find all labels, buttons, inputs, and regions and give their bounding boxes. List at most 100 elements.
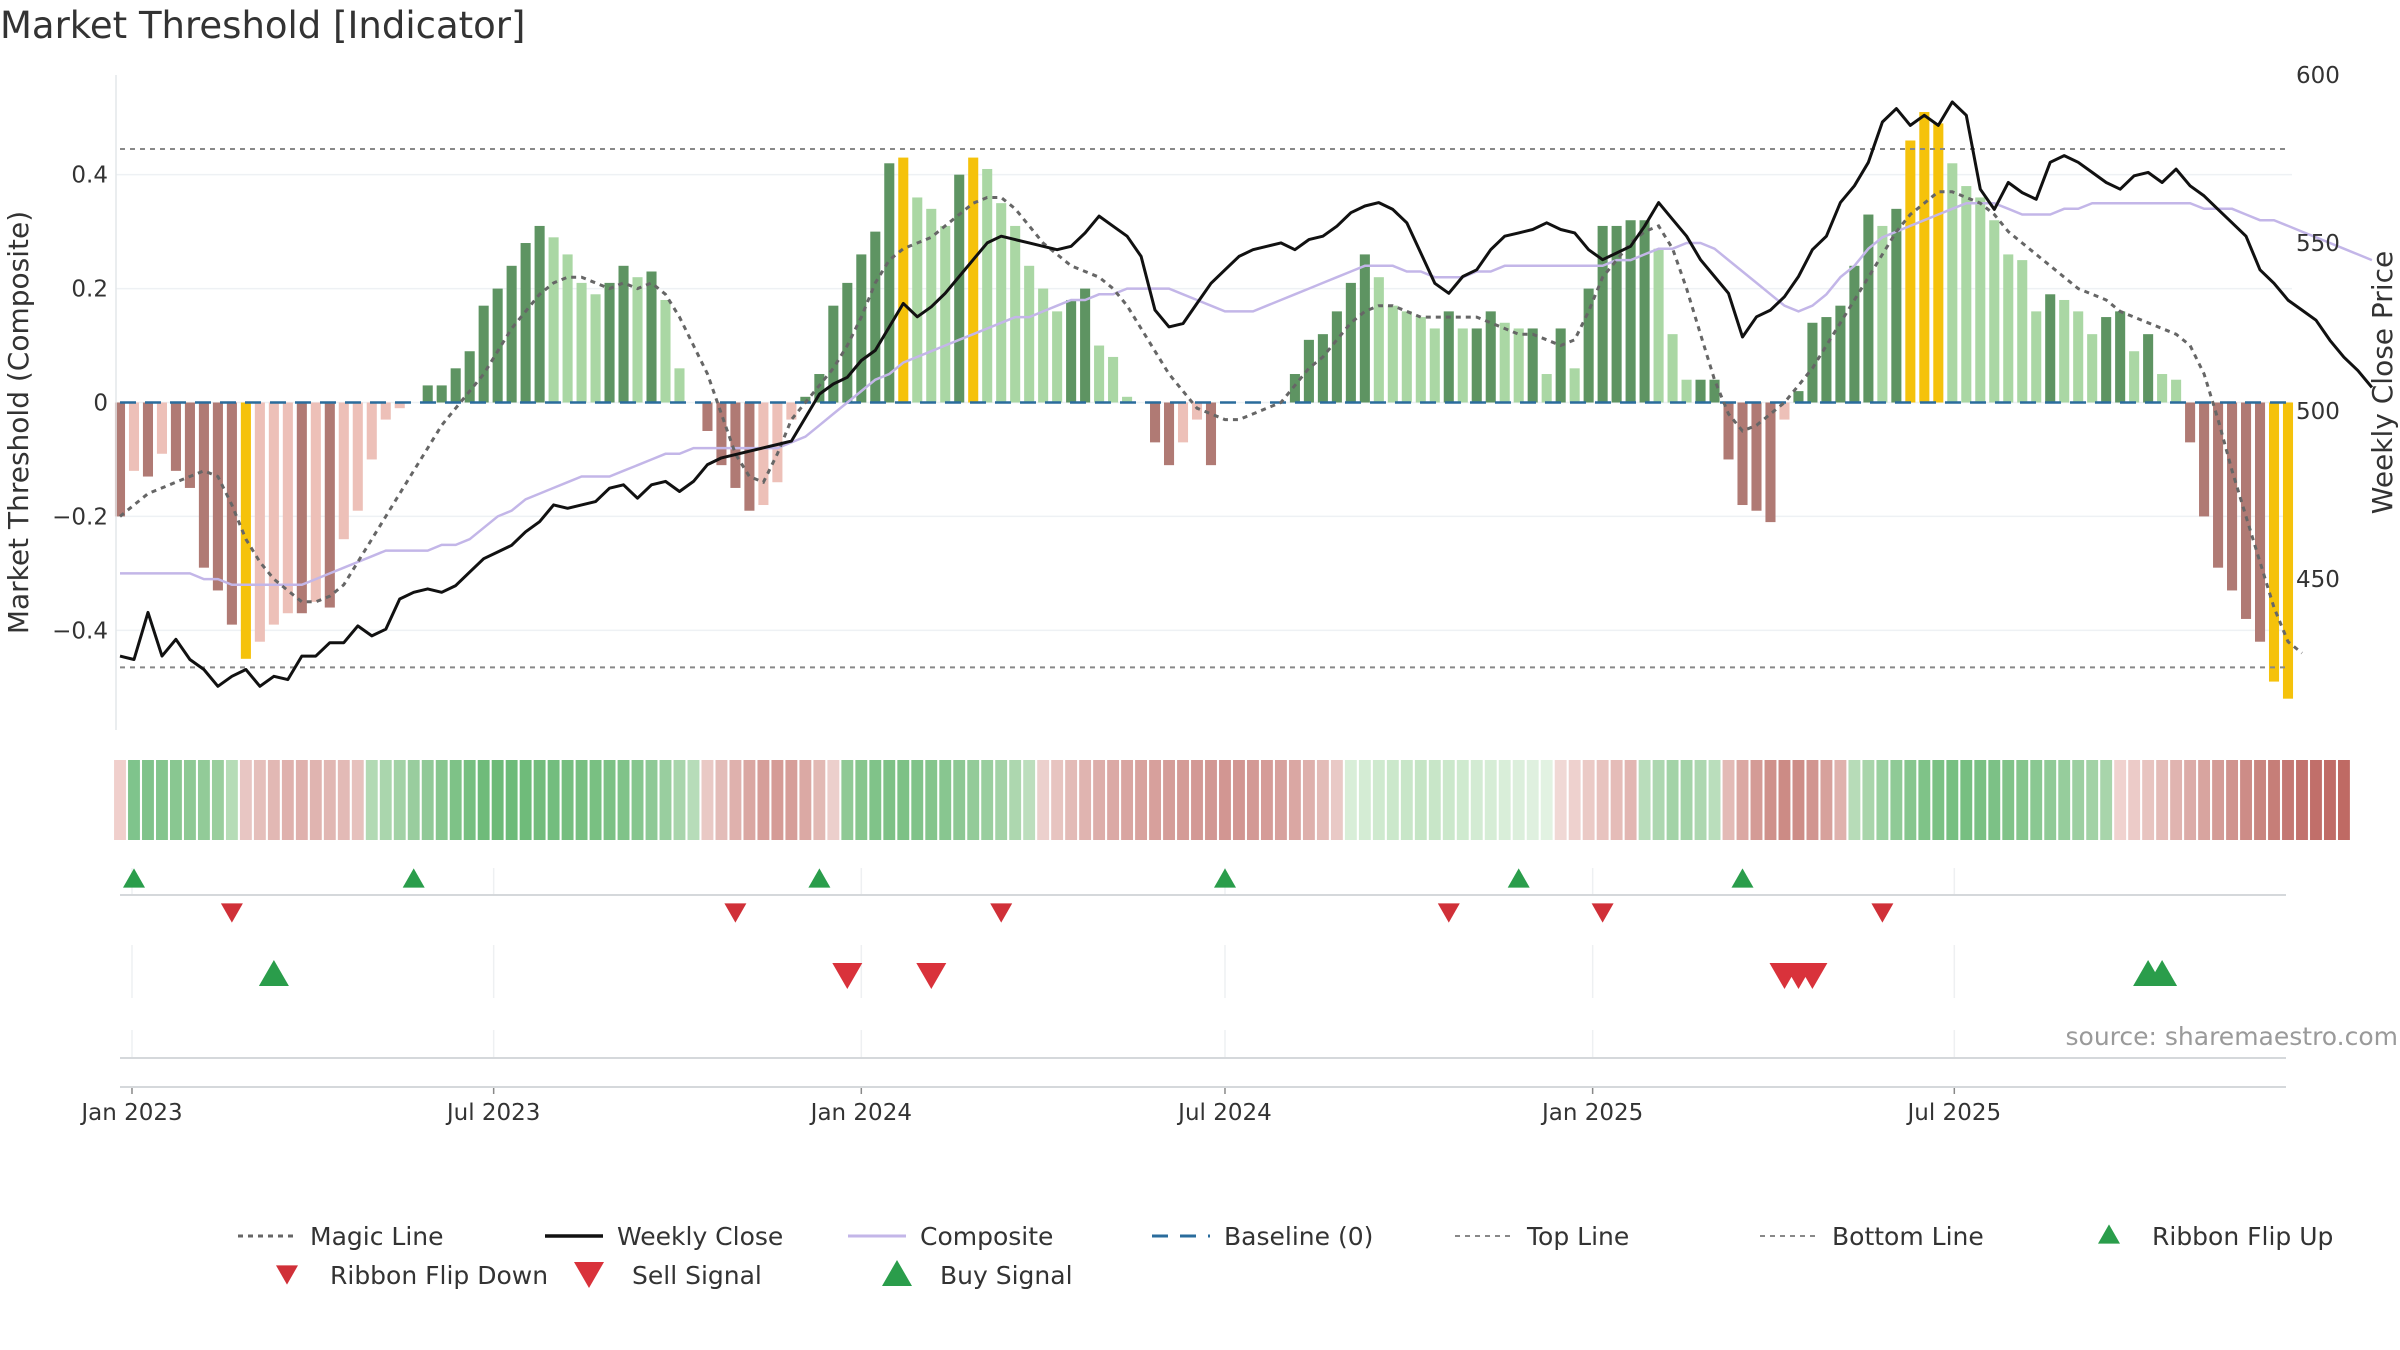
ribbon-cell (2310, 760, 2322, 840)
ribbon-cell (1876, 760, 1889, 840)
composite-bar (786, 402, 797, 420)
composite-bar (1919, 112, 1930, 403)
ribbon-cell (1330, 760, 1343, 840)
ribbon-cell (2254, 760, 2266, 840)
ribbon-flip-down-marker (1871, 903, 1894, 923)
ribbon-cell (1442, 760, 1455, 840)
ribbon-cell (1079, 760, 1092, 840)
ribbon-cell (1680, 760, 1693, 840)
ribbon-cell (1736, 760, 1749, 840)
composite-bar (520, 243, 531, 403)
composite-bar (282, 402, 293, 614)
composite-bar (1597, 225, 1608, 403)
ribbon-cell (1610, 760, 1623, 840)
y-right-tick-label: 550 (2296, 231, 2340, 257)
composite-bar (968, 157, 979, 403)
ribbon-flip-up-marker (123, 868, 145, 888)
ribbon-cell (295, 760, 308, 840)
ribbon-cell (603, 760, 616, 840)
composite-bar (2101, 317, 2112, 403)
ribbon-cell (617, 760, 630, 840)
ribbon-cell (2128, 760, 2141, 840)
ribbon-cell (673, 760, 686, 840)
composite-bar (2059, 299, 2070, 403)
ribbon-cell (435, 760, 448, 840)
composite-bar (114, 402, 126, 517)
chart-title: Market Threshold [Indicator] (0, 4, 526, 47)
composite-bar (2115, 311, 2126, 403)
composite-bar (1108, 356, 1119, 403)
composite-bar (506, 265, 517, 403)
ribbon-cell (211, 760, 224, 840)
ribbon-cell (827, 760, 840, 840)
axes: −0.4 −0.2 0 0.2 0.4 450 500 550 600 Market Thresh… (2, 63, 2399, 1126)
legend-label: Magic Line (310, 1222, 444, 1251)
composite-bar (702, 402, 713, 431)
ribbon-cell (1512, 760, 1525, 840)
ribbon-cell (491, 760, 504, 840)
composite-bar (2073, 311, 2084, 403)
ribbon-cell (2226, 760, 2238, 840)
ribbon-cell (2324, 760, 2336, 840)
composite-bar (1387, 305, 1398, 403)
ribbon-cell (1750, 760, 1763, 840)
composite-bar (1891, 208, 1902, 403)
composite-bar (1513, 328, 1524, 403)
composite-bar (1639, 220, 1650, 403)
ribbon-cell (1764, 760, 1777, 840)
y-right-tick-label: 600 (2296, 63, 2340, 89)
y-right-tick-label: 500 (2296, 399, 2340, 425)
composite-bar (296, 402, 307, 614)
composite-bar (912, 197, 923, 403)
composite-bar (226, 402, 237, 625)
composite-bar (170, 402, 181, 471)
ribbon-cell (659, 760, 672, 840)
ribbon-cell (1107, 760, 1120, 840)
composite-bar (2017, 260, 2028, 403)
ribbon-cell (1428, 760, 1441, 840)
ribbon-flip-up-marker (402, 868, 425, 888)
ribbon-cell (1498, 760, 1511, 840)
sell-signal-marker (1797, 963, 1828, 989)
ribbon-cell (1470, 760, 1483, 840)
ribbon-cell (1666, 760, 1679, 840)
composite-bar (2031, 311, 2042, 403)
composite-bar (1989, 220, 2000, 403)
composite-bar (1359, 254, 1370, 403)
x-tick-label: Jul 2025 (1906, 1100, 2002, 1126)
composite-bar (884, 163, 895, 403)
composite-bar (1066, 299, 1077, 403)
ribbon-cell (1540, 760, 1553, 840)
ribbon-cell (2100, 760, 2113, 840)
ribbon-cell (1149, 760, 1161, 840)
composite-bar (2045, 294, 2056, 403)
ribbon-cell (267, 760, 280, 840)
legend-item-bottom: Bottom Line (1760, 1222, 1984, 1251)
ribbon-cell (1414, 760, 1427, 840)
sell-signal-marker (916, 963, 947, 989)
ribbon-cell (2114, 760, 2127, 840)
x-tick-label: Jul 2023 (445, 1100, 541, 1126)
ribbon-cell (1806, 760, 1819, 840)
ribbon-cell (407, 760, 420, 840)
ribbon-cell (925, 760, 938, 840)
composite-bar (1905, 140, 1916, 403)
ribbon-cell (841, 760, 854, 840)
ribbon-cell (645, 760, 658, 840)
ribbon-cell (253, 760, 266, 840)
ribbon-cell (1121, 760, 1134, 840)
composite-bar (828, 305, 839, 403)
ribbon-cell (337, 760, 350, 840)
ribbon-cell (883, 760, 896, 840)
composite-bar (1541, 374, 1552, 403)
ribbon-cell (1652, 760, 1665, 840)
composite-bar (1331, 311, 1342, 403)
legend-item-close: Weekly Close (545, 1222, 783, 1251)
ribbon-cell (1191, 760, 1203, 840)
composite-bar (2185, 402, 2196, 443)
composite-bar (1457, 328, 1468, 403)
ribbon-cell (1820, 760, 1833, 840)
ribbon-cell (2170, 760, 2183, 840)
ribbon-cell (183, 760, 196, 840)
composite-bar (2268, 402, 2280, 682)
